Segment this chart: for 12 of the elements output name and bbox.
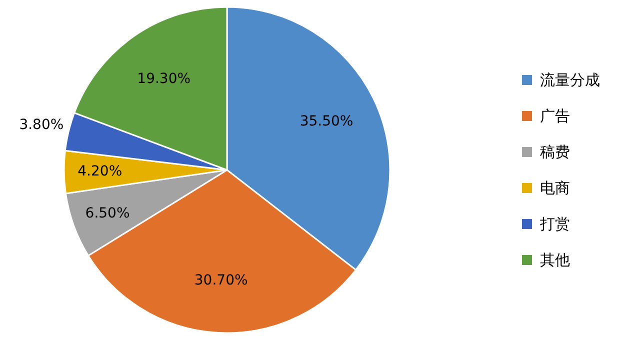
data-label: 30.70% (194, 272, 248, 289)
legend-label: 稿费 (540, 143, 570, 161)
data-label: 19.30% (137, 70, 191, 87)
data-label: 6.50% (85, 205, 130, 222)
legend-label: 打赏 (539, 215, 570, 233)
legend-label: 流量分成 (540, 71, 600, 89)
data-label: 4.20% (78, 164, 122, 180)
legend-label: 电商 (540, 179, 570, 197)
data-label: 35.50% (300, 113, 354, 130)
data-label: 3.80% (19, 116, 64, 133)
legend-label: 广告 (540, 107, 570, 125)
legend-label: 其他 (540, 251, 570, 269)
